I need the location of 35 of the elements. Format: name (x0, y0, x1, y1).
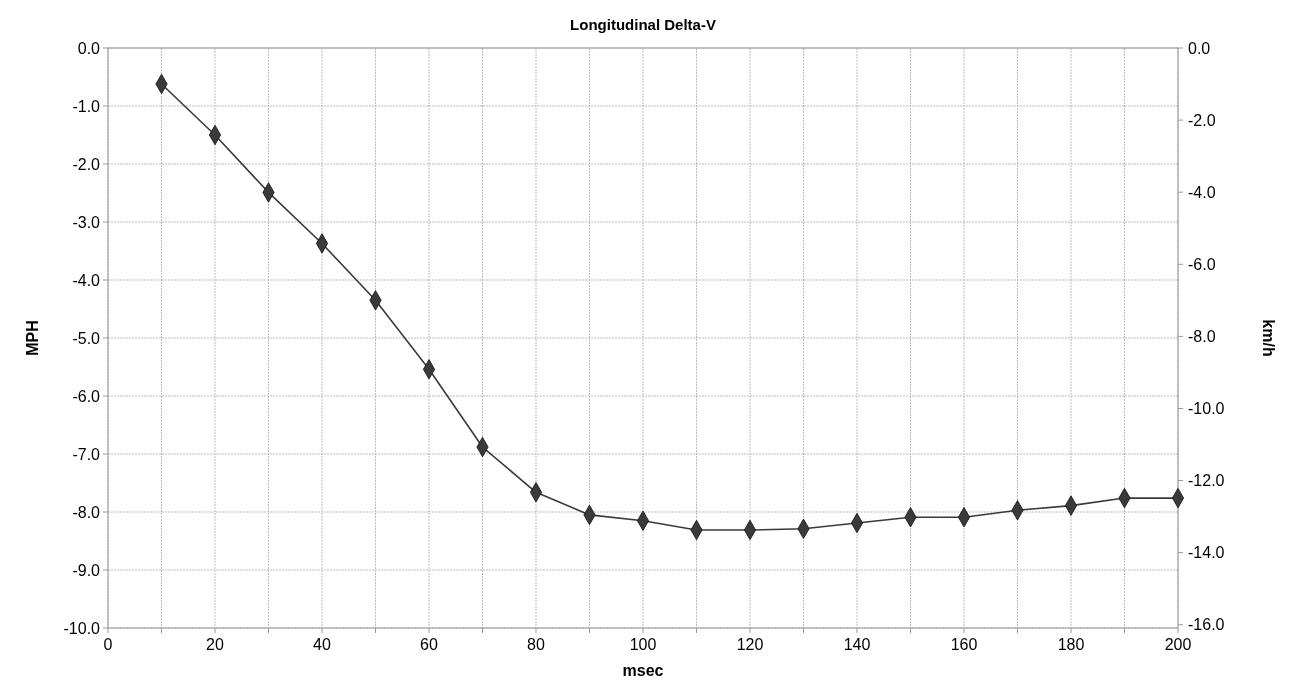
x-tick-label: 100 (629, 636, 657, 653)
y-tick-label: -3.0 (72, 213, 101, 231)
y-tick-label: -5.0 (72, 329, 101, 347)
y-tick-label: -2.0 (72, 155, 101, 173)
y-tick-label: -1.0 (72, 97, 101, 115)
y2-tick-label: -8.0 (1188, 327, 1216, 345)
y2-tick-label: -12.0 (1188, 472, 1225, 490)
y-axis-title: MPH (24, 320, 41, 356)
y2-tick-label: -10.0 (1188, 400, 1225, 418)
x-tick-label: 160 (950, 636, 978, 653)
y2-tick-label: -16.0 (1188, 616, 1225, 634)
y-tick-label: -8.0 (72, 503, 101, 521)
x-tick-label: 80 (527, 636, 545, 653)
x-tick-label: 40 (313, 636, 331, 653)
y2-axis-title: km/h (1260, 319, 1277, 357)
y2-tick-label: -6.0 (1188, 255, 1216, 273)
x-tick-label: 60 (420, 636, 438, 653)
y-tick-label: -6.0 (72, 387, 101, 405)
y2-tick-label: -4.0 (1188, 183, 1216, 201)
y-tick-label: -7.0 (72, 445, 101, 463)
y2-tick-label: -14.0 (1188, 544, 1225, 562)
chart-title: Longitudinal Delta-V (570, 16, 716, 33)
x-axis-title: msec (622, 662, 664, 679)
x-tick-label: 180 (1057, 636, 1085, 653)
x-tick-label: 120 (736, 636, 764, 653)
y2-tick-label: 0.0 (1188, 39, 1211, 57)
x-tick-label: 20 (206, 636, 224, 653)
y-tick-label: -10.0 (63, 619, 101, 637)
y-tick-label: 0.0 (77, 39, 101, 57)
x-tick-label: 0 (103, 636, 113, 653)
x-tick-label: 140 (843, 636, 871, 653)
y-tick-label: -4.0 (72, 271, 101, 289)
x-tick-label: 200 (1164, 636, 1192, 653)
y-tick-label: -9.0 (72, 561, 101, 579)
y2-tick-label: -2.0 (1188, 111, 1216, 129)
